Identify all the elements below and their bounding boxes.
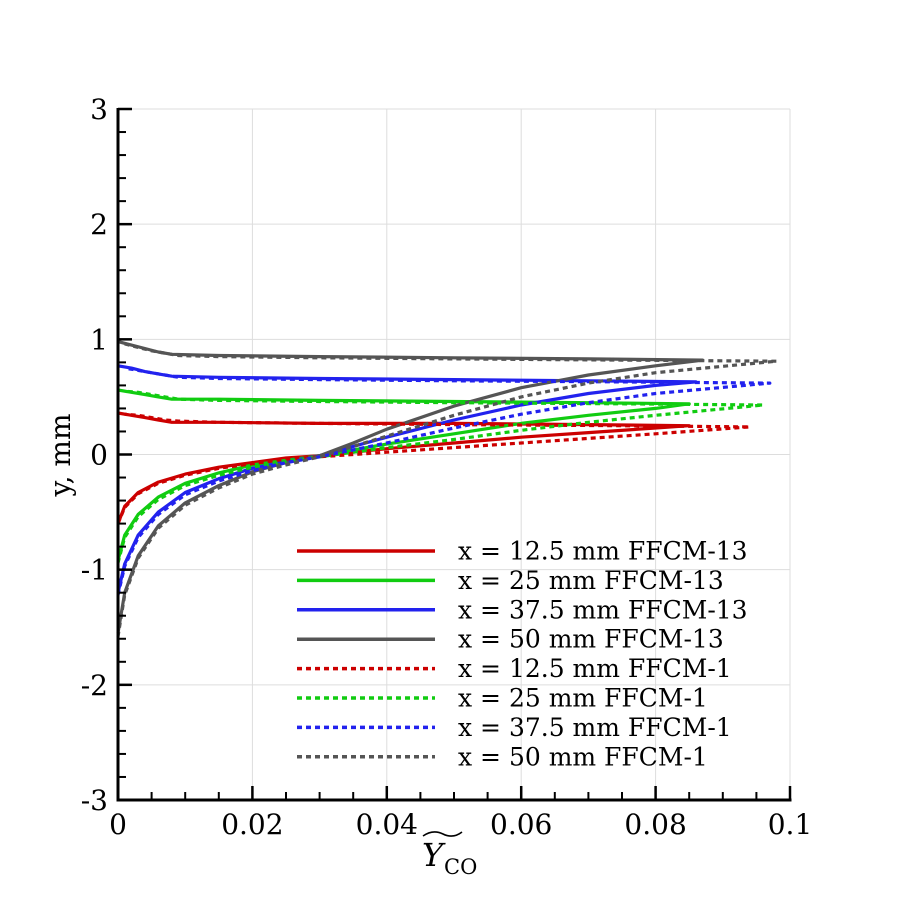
legend-label-7: x = 37.5 mm FFCM-1 xyxy=(458,713,732,742)
ticks: -3 -2 -1 0 1 2 3 0 0.02 0.04 0.06 0.08 0.1 xyxy=(81,93,813,841)
legend-label-5: x = 12.5 mm FFCM-1 xyxy=(458,654,732,683)
y-tick-label: -2 xyxy=(81,669,108,702)
series-line-3 xyxy=(116,364,698,594)
x-tick-label: 0.1 xyxy=(768,808,813,841)
legend-label-8: x = 50 mm FFCM-1 xyxy=(458,742,708,771)
series-layer xyxy=(116,340,779,637)
y-tick-label: 1 xyxy=(90,323,108,356)
y-tick-label: 3 xyxy=(90,93,108,126)
legend-label-3: x = 37.5 mm FFCM-13 xyxy=(458,595,748,624)
y-tick-label: -1 xyxy=(81,554,108,587)
x-axis-title-group: Y CO xyxy=(422,831,477,879)
series-line-8 xyxy=(116,342,779,637)
y-tick-label: -3 xyxy=(81,784,108,817)
y-tick-label: 2 xyxy=(90,208,108,241)
x-axis-title-subscript: CO xyxy=(444,855,477,879)
legend: x = 12.5 mm FFCM-13x = 25 mm FFCM-13x = … xyxy=(297,537,748,771)
legend-label-2: x = 25 mm FFCM-13 xyxy=(458,566,724,595)
legend-label-1: x = 12.5 mm FFCM-13 xyxy=(458,537,748,566)
series-line-1 xyxy=(116,411,691,525)
series-line-7 xyxy=(116,366,772,596)
series-line-5 xyxy=(116,412,752,525)
x-tick-label: 0.06 xyxy=(490,808,552,841)
y-axis-title: y, mm xyxy=(44,413,77,497)
y-axis-title-group: y, mm xyxy=(44,413,77,497)
x-axis-title-tilde xyxy=(422,831,463,837)
x-axis-title: Y xyxy=(422,836,446,874)
x-tick-label: 0.08 xyxy=(624,808,686,841)
series-line-2 xyxy=(116,388,691,561)
y-tick-label: 0 xyxy=(90,439,108,472)
x-tick-label: 0.02 xyxy=(221,808,283,841)
legend-label-4: x = 50 mm FFCM-13 xyxy=(458,625,724,654)
legend-label-6: x = 25 mm FFCM-1 xyxy=(458,684,708,713)
grid-lines xyxy=(118,108,791,800)
x-tick-label: 0.04 xyxy=(356,808,418,841)
x-tick-label: 0 xyxy=(109,808,127,841)
